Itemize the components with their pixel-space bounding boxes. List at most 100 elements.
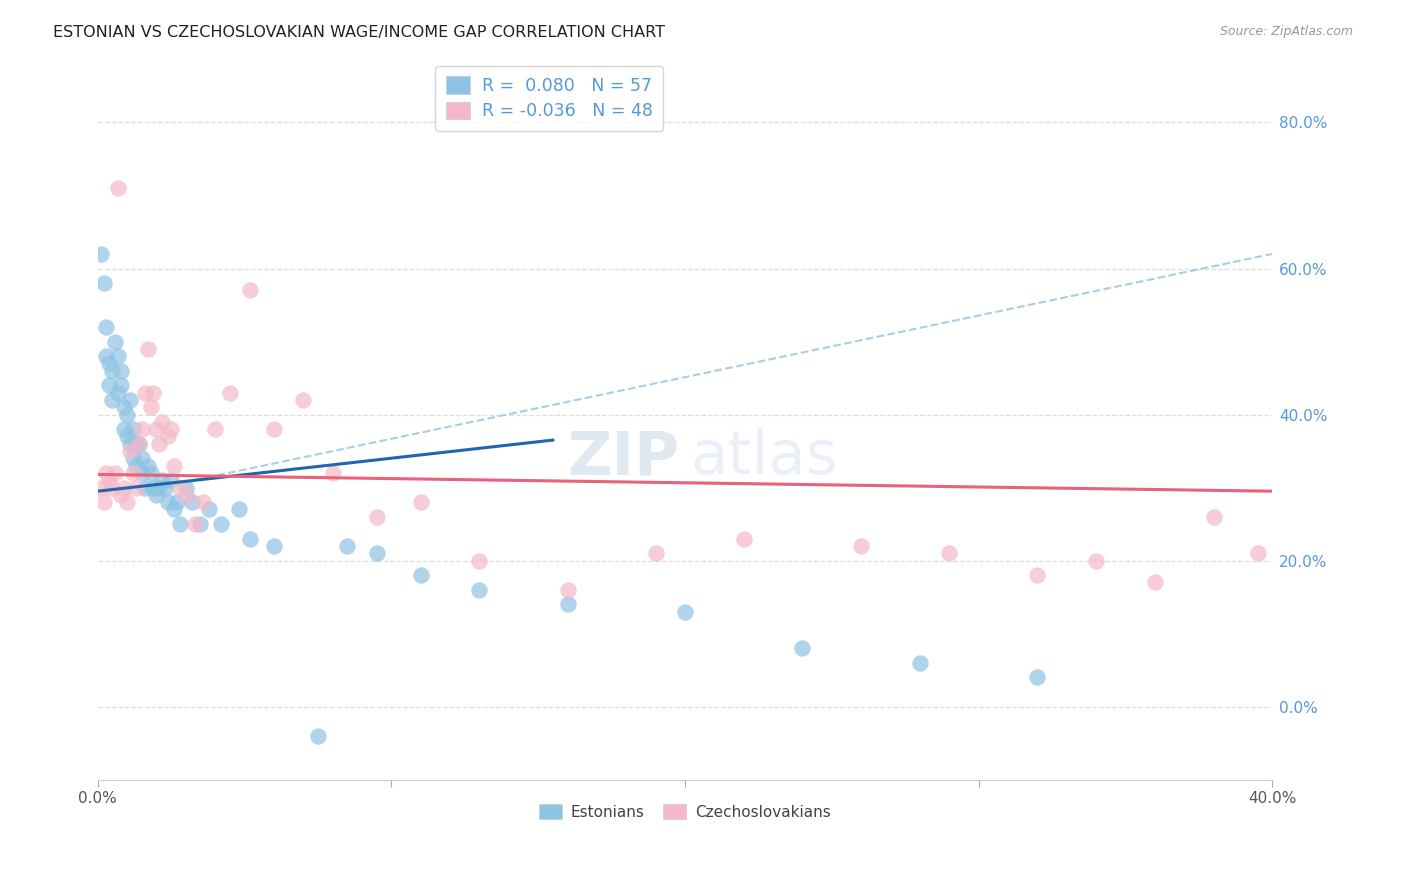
Point bbox=[263, 422, 285, 436]
Point bbox=[107, 349, 129, 363]
Point bbox=[157, 495, 180, 509]
Point bbox=[908, 656, 931, 670]
Point bbox=[110, 364, 132, 378]
Text: ZIP: ZIP bbox=[567, 428, 679, 487]
Point bbox=[128, 436, 150, 450]
Point bbox=[128, 436, 150, 450]
Point bbox=[218, 385, 240, 400]
Point bbox=[101, 364, 124, 378]
Point bbox=[112, 422, 135, 436]
Point bbox=[193, 495, 215, 509]
Point bbox=[96, 349, 118, 363]
Point bbox=[938, 546, 960, 560]
Point bbox=[122, 466, 145, 480]
Point bbox=[468, 553, 491, 567]
Point bbox=[118, 444, 141, 458]
Point bbox=[239, 284, 262, 298]
Point bbox=[792, 641, 814, 656]
Point bbox=[131, 422, 153, 436]
Point bbox=[136, 458, 159, 473]
Point bbox=[468, 582, 491, 597]
Point bbox=[409, 568, 432, 582]
Point bbox=[101, 481, 124, 495]
Point bbox=[198, 502, 221, 516]
Point bbox=[228, 502, 250, 516]
Point bbox=[107, 181, 129, 195]
Point bbox=[204, 422, 226, 436]
Point bbox=[174, 488, 197, 502]
Point bbox=[125, 436, 148, 450]
Point bbox=[122, 451, 145, 466]
Point bbox=[322, 466, 344, 480]
Point bbox=[148, 481, 170, 495]
Point bbox=[104, 466, 127, 480]
Point bbox=[93, 276, 115, 290]
Point bbox=[104, 334, 127, 349]
Point bbox=[125, 481, 148, 495]
Point bbox=[160, 473, 183, 487]
Point bbox=[90, 247, 112, 261]
Point bbox=[166, 495, 188, 509]
Point bbox=[174, 481, 197, 495]
Text: atlas: atlas bbox=[690, 428, 838, 487]
Point bbox=[98, 378, 121, 392]
Point bbox=[134, 481, 156, 495]
Point bbox=[112, 481, 135, 495]
Point bbox=[131, 451, 153, 466]
Point bbox=[307, 729, 329, 743]
Point bbox=[366, 546, 388, 560]
Point bbox=[93, 495, 115, 509]
Point bbox=[142, 481, 165, 495]
Point bbox=[110, 488, 132, 502]
Point bbox=[169, 481, 191, 495]
Point bbox=[1026, 568, 1049, 582]
Point bbox=[160, 422, 183, 436]
Point bbox=[557, 582, 579, 597]
Point bbox=[366, 509, 388, 524]
Point bbox=[644, 546, 666, 560]
Point bbox=[557, 598, 579, 612]
Point bbox=[263, 539, 285, 553]
Point bbox=[409, 495, 432, 509]
Point bbox=[150, 415, 173, 429]
Point bbox=[239, 532, 262, 546]
Point bbox=[112, 401, 135, 415]
Point bbox=[183, 517, 205, 532]
Point bbox=[150, 473, 173, 487]
Point bbox=[1202, 509, 1225, 524]
Point bbox=[157, 429, 180, 443]
Point bbox=[118, 436, 141, 450]
Point bbox=[115, 495, 138, 509]
Point bbox=[125, 458, 148, 473]
Point bbox=[163, 502, 186, 516]
Point bbox=[849, 539, 872, 553]
Point bbox=[139, 401, 162, 415]
Point bbox=[180, 495, 202, 509]
Point bbox=[190, 517, 212, 532]
Point bbox=[673, 605, 696, 619]
Point bbox=[122, 422, 145, 436]
Point bbox=[163, 458, 186, 473]
Point bbox=[110, 378, 132, 392]
Point bbox=[1085, 553, 1108, 567]
Point bbox=[131, 466, 153, 480]
Point bbox=[733, 532, 755, 546]
Text: Source: ZipAtlas.com: Source: ZipAtlas.com bbox=[1219, 25, 1353, 38]
Point bbox=[136, 342, 159, 356]
Point bbox=[145, 488, 167, 502]
Point bbox=[292, 392, 315, 407]
Point bbox=[1026, 670, 1049, 684]
Point bbox=[1246, 546, 1268, 560]
Point bbox=[142, 385, 165, 400]
Point bbox=[115, 408, 138, 422]
Point bbox=[90, 481, 112, 495]
Point bbox=[209, 517, 232, 532]
Point bbox=[96, 319, 118, 334]
Point bbox=[118, 392, 141, 407]
Point bbox=[148, 436, 170, 450]
Text: ESTONIAN VS CZECHOSLOVAKIAN WAGE/INCOME GAP CORRELATION CHART: ESTONIAN VS CZECHOSLOVAKIAN WAGE/INCOME … bbox=[53, 25, 665, 40]
Point bbox=[139, 466, 162, 480]
Point bbox=[101, 392, 124, 407]
Point bbox=[115, 429, 138, 443]
Point bbox=[134, 385, 156, 400]
